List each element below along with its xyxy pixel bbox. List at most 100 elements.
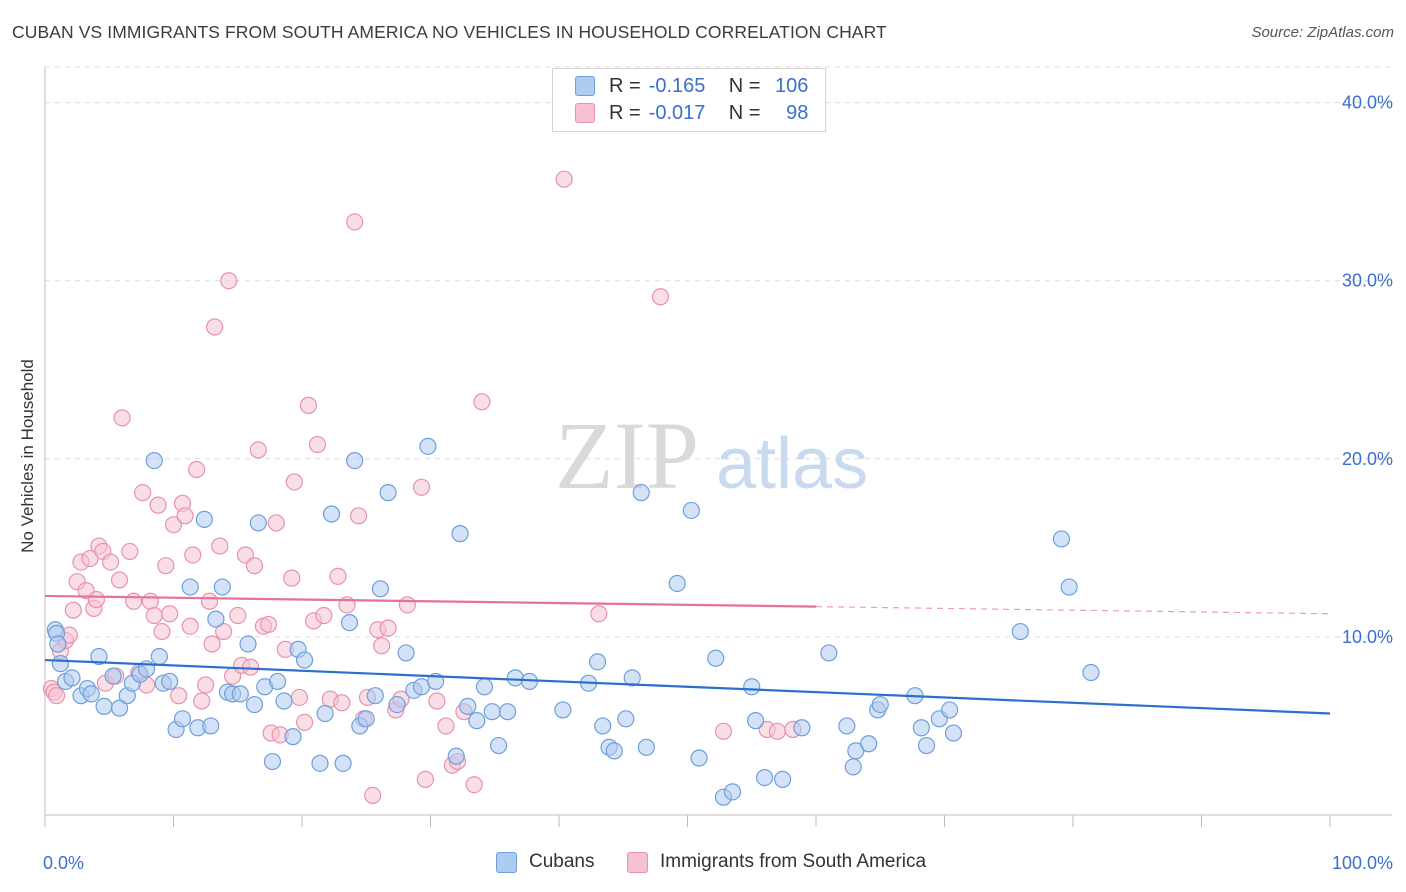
point-cubans <box>51 655 70 673</box>
point-cubans <box>311 754 329 772</box>
point-cubans <box>275 692 293 710</box>
legend-r-label: R = <box>609 74 641 97</box>
point-cubans <box>63 669 81 687</box>
point-south-america <box>267 514 285 532</box>
point-south-america <box>193 692 211 710</box>
point-cubans <box>340 614 359 632</box>
point-cubans <box>263 752 282 771</box>
legend-r-value: -0.017 <box>648 101 706 124</box>
point-south-america <box>651 288 670 306</box>
point-cubans <box>104 667 122 685</box>
legend-n-value: 106 <box>775 74 809 97</box>
point-south-america <box>283 569 301 587</box>
point-south-america <box>161 605 179 623</box>
point-cubans <box>490 736 508 755</box>
point-south-america <box>200 592 219 610</box>
point-south-america <box>220 272 238 290</box>
point-cubans <box>468 712 486 730</box>
point-cubans <box>207 610 225 628</box>
legend-n-label: N = <box>728 101 761 124</box>
source-label: Source: ZipAtlas.com <box>1251 24 1394 41</box>
point-south-america <box>249 441 267 459</box>
point-cubans <box>773 770 792 788</box>
point-cubans <box>844 758 862 776</box>
point-south-america <box>206 318 224 336</box>
point-south-america <box>188 460 206 479</box>
point-south-america <box>141 592 159 610</box>
trend-line-cubans <box>44 658 1331 715</box>
point-south-america <box>398 596 416 614</box>
point-south-america <box>590 605 608 623</box>
point-south-america <box>134 484 152 502</box>
point-cubans <box>161 672 179 691</box>
point-cubans <box>239 635 257 653</box>
point-south-america <box>149 496 167 514</box>
point-south-america <box>245 557 264 575</box>
point-cubans <box>366 687 384 705</box>
legend: R = -0.165 N = 106 R = -0.017 N = 98 <box>552 68 826 132</box>
point-south-america <box>437 717 455 735</box>
point-cubans <box>284 728 302 746</box>
point-south-america <box>555 170 573 188</box>
point-south-america <box>215 622 233 641</box>
watermark-zip: ZIP <box>555 402 699 509</box>
point-south-america <box>412 478 431 496</box>
point-south-america <box>113 409 131 427</box>
point-cubans <box>451 525 469 543</box>
y-tick-label: 20.0% <box>1342 449 1393 469</box>
point-south-america <box>203 635 221 653</box>
point-cubans <box>371 580 389 598</box>
point-south-america <box>364 786 382 805</box>
point-cubans <box>475 678 494 696</box>
point-south-america <box>473 393 491 411</box>
bottom-legend-cubans: Cubans <box>496 851 595 873</box>
point-south-america <box>346 213 364 231</box>
series-south-america-points <box>42 170 802 805</box>
point-cubans <box>637 738 655 756</box>
point-cubans <box>941 701 959 719</box>
point-cubans <box>1060 578 1078 596</box>
point-cubans <box>357 710 375 728</box>
point-cubans <box>202 717 220 735</box>
bottom-legend: Cubans Immigrants from South America <box>0 851 1406 877</box>
point-cubans <box>506 669 524 687</box>
point-cubans <box>1011 622 1029 641</box>
legend-row-south-america: R = -0.017 N = 98 <box>575 101 808 125</box>
bottom-legend-swatch-south-america <box>627 851 648 873</box>
point-cubans <box>316 704 334 723</box>
point-cubans <box>755 768 774 787</box>
point-cubans <box>379 484 397 502</box>
point-south-america <box>315 606 333 625</box>
point-south-america <box>164 516 183 534</box>
trend-lines <box>44 594 1331 715</box>
legend-r-value: -0.165 <box>648 74 706 97</box>
point-cubans <box>388 695 406 714</box>
trend-line-south-america <box>44 594 817 608</box>
point-cubans <box>322 505 341 523</box>
point-south-america <box>176 507 194 525</box>
watermark-atlas: atlas <box>716 424 868 504</box>
point-cubans <box>245 695 264 714</box>
point-cubans <box>459 697 477 715</box>
bottom-legend-label-cubans: Cubans <box>529 851 595 872</box>
point-cubans <box>793 719 811 737</box>
point-cubans <box>419 437 437 455</box>
point-cubans <box>334 754 352 772</box>
bottom-legend-south-america: Immigrants from South America <box>627 851 926 873</box>
point-south-america <box>329 567 347 585</box>
point-south-america <box>121 542 139 561</box>
point-cubans <box>668 574 686 593</box>
point-south-america <box>714 722 733 740</box>
point-cubans <box>181 578 199 596</box>
gridlines <box>45 66 1392 638</box>
point-south-america <box>295 713 314 731</box>
point-cubans <box>295 651 314 669</box>
point-south-america <box>197 676 215 694</box>
series-cubans-points <box>46 437 1100 806</box>
point-cubans <box>623 669 641 687</box>
legend-n-value: 98 <box>786 101 809 124</box>
point-cubans <box>447 747 465 765</box>
point-cubans <box>82 685 100 703</box>
point-cubans <box>594 717 612 735</box>
point-south-america <box>229 606 247 625</box>
